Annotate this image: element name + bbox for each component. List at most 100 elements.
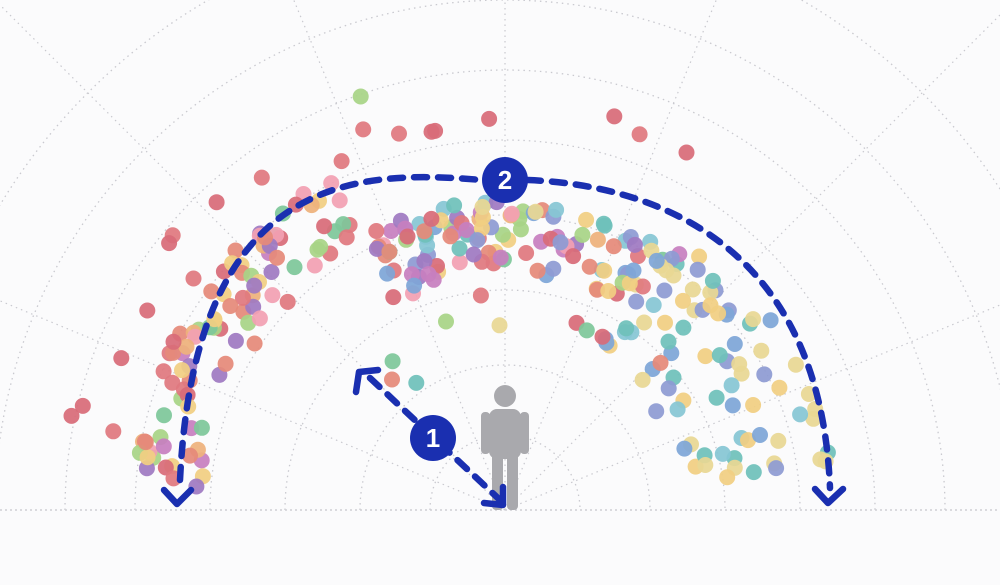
dot <box>675 319 692 336</box>
dot <box>391 125 407 142</box>
dot <box>203 283 220 300</box>
dot <box>174 362 190 379</box>
dot <box>182 447 198 464</box>
dot <box>139 302 156 319</box>
dot <box>137 434 154 451</box>
dot <box>156 407 172 424</box>
dot <box>74 397 91 414</box>
dot <box>787 356 804 373</box>
dot <box>352 88 369 105</box>
dot <box>595 215 612 232</box>
dot <box>227 242 244 259</box>
dot <box>113 350 130 367</box>
dot <box>660 333 677 350</box>
dot-cloud <box>63 88 836 495</box>
dot <box>657 314 673 331</box>
dot <box>185 270 202 287</box>
dot <box>217 355 234 372</box>
dot <box>792 406 809 423</box>
dot <box>333 153 350 170</box>
dot <box>552 234 569 251</box>
dot <box>253 169 270 186</box>
dot <box>193 419 210 436</box>
dot <box>155 438 172 455</box>
dot <box>408 374 425 391</box>
dot <box>634 371 651 388</box>
marker-2-circle <box>482 157 528 203</box>
dot <box>578 322 595 339</box>
dot <box>648 252 665 269</box>
dot <box>719 469 736 486</box>
dot <box>161 235 178 252</box>
dot <box>648 403 665 420</box>
dot <box>578 211 595 228</box>
dot <box>574 226 591 243</box>
dot <box>726 336 743 352</box>
dot <box>697 457 714 473</box>
dot <box>606 108 623 125</box>
dot <box>458 222 475 238</box>
dot <box>465 246 482 263</box>
dot <box>565 248 582 265</box>
dot <box>503 205 520 222</box>
dot <box>626 236 643 253</box>
dot <box>669 401 686 418</box>
dot <box>383 223 400 239</box>
dot <box>656 282 673 299</box>
dot <box>335 216 352 233</box>
dot <box>770 432 787 449</box>
dot <box>406 277 423 294</box>
dot <box>691 248 708 265</box>
dot <box>665 267 682 284</box>
grid-spoke <box>0 300 506 511</box>
dot <box>621 275 638 292</box>
dot <box>63 407 80 424</box>
dot <box>711 347 728 364</box>
angular-arrowhead-left <box>160 486 195 508</box>
dot <box>139 449 156 466</box>
dot <box>234 289 251 306</box>
dot <box>222 298 239 314</box>
marker-2-label: 2 <box>498 165 512 195</box>
dot <box>472 287 489 304</box>
dot <box>594 328 611 345</box>
dot <box>724 397 741 414</box>
arrows-layer <box>160 173 847 509</box>
dot <box>710 305 727 322</box>
dot <box>416 223 433 240</box>
dot <box>660 380 677 397</box>
dot <box>697 348 714 365</box>
dot <box>581 258 598 275</box>
dot <box>512 221 529 238</box>
dot <box>631 126 648 143</box>
dot <box>269 249 285 266</box>
dot <box>675 292 691 309</box>
marker-1-label: 1 <box>426 423 440 453</box>
dot <box>645 297 662 313</box>
dot <box>264 287 281 304</box>
dot <box>492 249 509 266</box>
dot <box>420 266 437 283</box>
dot <box>618 320 635 337</box>
dot <box>708 389 725 406</box>
dot <box>625 262 642 279</box>
dot <box>545 260 562 277</box>
dot <box>451 240 468 257</box>
dot <box>423 210 440 227</box>
dot <box>740 432 756 449</box>
dot <box>704 272 721 289</box>
dot <box>331 192 348 209</box>
dot <box>771 379 788 396</box>
dot <box>762 312 779 329</box>
dot <box>652 354 669 371</box>
dot <box>164 374 181 391</box>
grid-ring <box>359 364 651 511</box>
dot <box>756 366 773 383</box>
marker-1-badge: 1 <box>410 415 456 461</box>
dot <box>416 253 433 270</box>
dot <box>745 397 762 413</box>
dot <box>731 356 748 373</box>
dot <box>306 257 323 274</box>
dot <box>208 194 225 211</box>
radial-arrowhead-top <box>352 366 382 396</box>
